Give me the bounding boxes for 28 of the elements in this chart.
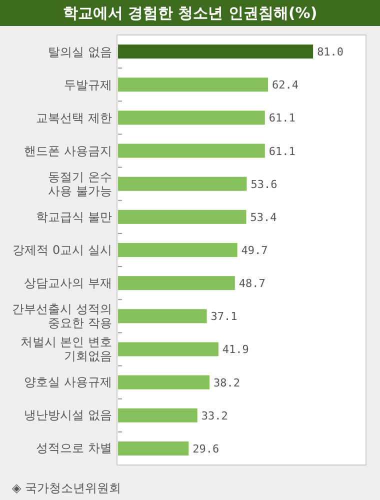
data-label: 81.0 [317, 46, 344, 59]
data-label: 62.4 [272, 78, 299, 92]
y-tick-label: 탈의실 없음 [47, 44, 112, 59]
data-label: 61.1 [268, 144, 296, 158]
data-label: 37.1 [210, 310, 238, 324]
data-label: 33.2 [201, 409, 228, 422]
data-label: 29.6 [192, 442, 220, 456]
data-label: 38.2 [213, 376, 240, 390]
data-label: 53.4 [250, 210, 278, 224]
data-label: 41.9 [222, 343, 249, 356]
y-tick-label: 강제적 0교시 실시 [12, 243, 112, 257]
y-tick-label: 간부선출시 성적의 중요한 작용 [11, 302, 112, 330]
chart-title: 학교에서 경험한 청소년 인권침해(%) [0, 0, 380, 26]
data-label: 48.7 [238, 277, 266, 290]
y-tick-label: 처벌시 본인 변호 기회없음 [19, 335, 112, 364]
data-label: 53.6 [250, 178, 278, 191]
y-tick-label: 학교급식 불만 [35, 210, 112, 224]
y-tick-label: 교복선택 제한 [35, 110, 112, 125]
y-tick-label: 상담교사의 부재 [23, 276, 112, 290]
y-tick-label: 핸드폰 사용금지 [23, 144, 112, 158]
y-tick-label: 양호실 사용규제 [23, 375, 112, 390]
y-tick-label: 동절기 온수 사용 불가능 [47, 170, 112, 198]
y-tick-label: 냉난방시설 없음 [23, 408, 112, 422]
data-label: 49.7 [241, 244, 268, 257]
y-tick-label: 두발규제 [63, 78, 112, 92]
text: ◈ 국가청소년위원회 [12, 480, 122, 497]
y-tick-label: 성적으로 차별 [35, 441, 112, 456]
data-label: 61.1 [268, 112, 296, 125]
